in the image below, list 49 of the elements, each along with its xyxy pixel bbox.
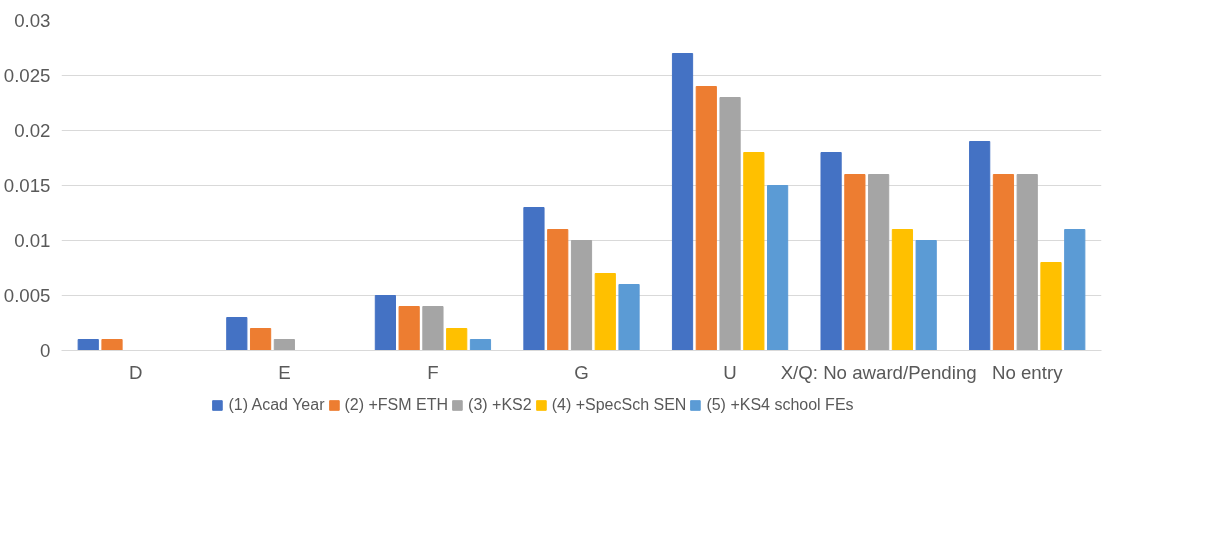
- bar: [374, 295, 396, 351]
- y-tick-label: 0.015: [3, 175, 51, 196]
- bar: [249, 328, 272, 351]
- y-tick-label: 0.02: [14, 120, 51, 141]
- x-tick-label: No entry: [991, 361, 1064, 383]
- bar: [547, 229, 569, 351]
- bar: [398, 306, 420, 351]
- bar: [767, 185, 789, 351]
- bar: [469, 339, 492, 351]
- bar: [570, 240, 593, 351]
- x-tick-label: E: [278, 361, 291, 383]
- bar: [273, 339, 295, 351]
- bar: [101, 339, 123, 351]
- bar: [743, 152, 765, 351]
- bar: [226, 317, 248, 351]
- bar: [844, 174, 866, 351]
- bar: [594, 273, 616, 351]
- y-tick-label: 0.03: [14, 10, 51, 31]
- bar: [915, 240, 937, 351]
- bar: [1064, 229, 1086, 351]
- bar: [1040, 262, 1062, 351]
- y-tick-label: 0.025: [3, 65, 51, 86]
- bar: [969, 141, 991, 351]
- bar: [671, 53, 694, 351]
- bar: [992, 174, 1015, 351]
- x-tick-label: D: [129, 361, 143, 383]
- x-tick-label: G: [574, 361, 589, 383]
- bar: [523, 207, 545, 351]
- x-tick-label: X/Q: No award/Pending: [780, 361, 977, 383]
- x-tick-label: U: [723, 361, 737, 383]
- bar: [1016, 174, 1038, 351]
- bar: [891, 229, 914, 351]
- bar: [422, 306, 444, 351]
- legend-label: (4) +SpecSch SEN: [551, 396, 687, 414]
- bar: [820, 152, 842, 351]
- legend-label: (3) +KS2: [468, 396, 532, 414]
- y-tick-label: 0: [40, 340, 51, 361]
- bar: [618, 284, 640, 351]
- y-tick-label: 0.01: [14, 230, 51, 251]
- bar: [77, 339, 99, 351]
- bar: [446, 328, 468, 351]
- legend-label: (2) +FSM ETH: [344, 396, 449, 414]
- bar: [695, 86, 717, 351]
- legend-label: (5) +KS4 school FEs: [706, 396, 854, 414]
- bar: [868, 174, 890, 351]
- bar: [719, 97, 741, 351]
- legend-label: (1) Acad Year: [228, 396, 325, 414]
- x-tick-label: F: [427, 361, 439, 383]
- y-tick-label: 0.005: [3, 285, 51, 306]
